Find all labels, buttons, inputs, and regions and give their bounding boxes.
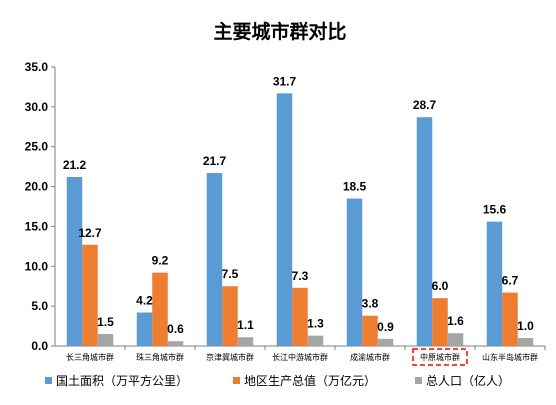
bar (276, 93, 293, 346)
data-label: 15.6 (483, 203, 507, 217)
category-label: 长三角城市群 (66, 352, 114, 362)
data-label: 1.1 (237, 318, 254, 332)
data-label: 4.2 (136, 294, 153, 308)
bar (152, 272, 168, 346)
bar (167, 341, 184, 346)
bar (517, 338, 534, 346)
chart-title: 主要城市群对比 (213, 20, 346, 43)
bar (362, 315, 378, 346)
data-label: 6.7 (502, 274, 519, 288)
y-tick-label: 25.0 (25, 140, 49, 154)
bar (377, 338, 394, 346)
y-tick-label: 0.0 (31, 339, 48, 353)
bar (432, 298, 448, 346)
category-label: 中原城市群 (420, 352, 460, 362)
data-label: 1.5 (97, 315, 114, 329)
labels-layer: 21.2 4.2 21.7 31.7 18.5 28.7 15.6 12.7 9.2 7.5 7.3… (63, 74, 534, 336)
data-label: 7.3 (292, 269, 309, 283)
data-label: 0.6 (167, 322, 184, 336)
y-tick-label: 10.0 (25, 259, 49, 273)
bar (307, 335, 324, 346)
legend-label: 国土面积（万平方公里） (56, 373, 188, 388)
y-tick-label: 5.0 (31, 299, 48, 313)
bar (486, 221, 503, 346)
category-label: 京津冀城市群 (206, 352, 254, 362)
data-label: 0.9 (377, 320, 394, 334)
bar (447, 333, 464, 346)
data-label: 28.7 (413, 98, 437, 112)
data-label: 21.2 (63, 158, 87, 172)
y-tick-label: 20.0 (25, 180, 49, 194)
bar (206, 173, 223, 346)
legend: 国土面积（万平方公里） 地区生产总值（万亿元） 总人口（亿人） (45, 373, 510, 388)
legend-swatch (233, 377, 240, 384)
data-label: 6.0 (432, 279, 449, 293)
bar (222, 286, 238, 346)
y-tick-label: 15.0 (25, 219, 49, 233)
bars-layer (66, 93, 534, 346)
bar (97, 334, 114, 346)
bar (502, 292, 518, 346)
data-label: 9.2 (152, 254, 169, 268)
category-label: 山东半岛城市群 (482, 352, 538, 362)
data-label: 7.5 (222, 267, 239, 281)
data-label: 31.7 (273, 74, 297, 88)
category-label: 成渝城市群 (350, 352, 390, 362)
data-label: 21.7 (203, 154, 227, 168)
highlight-box (412, 348, 468, 366)
legend-label: 地区生产总值（万亿元） (244, 373, 376, 388)
bar (237, 337, 254, 346)
legend-swatch (415, 377, 422, 384)
bar (292, 287, 308, 346)
data-label: 1.6 (447, 314, 464, 328)
bar (346, 198, 363, 346)
legend-label: 总人口（亿人） (426, 373, 510, 388)
data-label: 12.7 (78, 226, 102, 240)
category-label: 长江中游城市群 (272, 352, 328, 362)
category-label: 珠三角城市群 (136, 352, 184, 362)
bar (136, 312, 153, 346)
bar (416, 117, 433, 346)
y-tick-label: 30.0 (25, 100, 49, 114)
axis-layer: 0.0 5.0 10.0 15.0 20.0 25.0 30.0 35.0 长三角城市群 珠三角城… (25, 60, 546, 366)
data-label: 1.3 (307, 317, 324, 331)
data-label: 3.8 (362, 297, 379, 311)
legend-swatch (45, 377, 52, 384)
bar (82, 244, 98, 346)
bar (66, 177, 83, 346)
data-label: 1.0 (517, 319, 534, 333)
y-tick-label: 35.0 (25, 60, 49, 74)
data-label: 18.5 (343, 180, 367, 194)
